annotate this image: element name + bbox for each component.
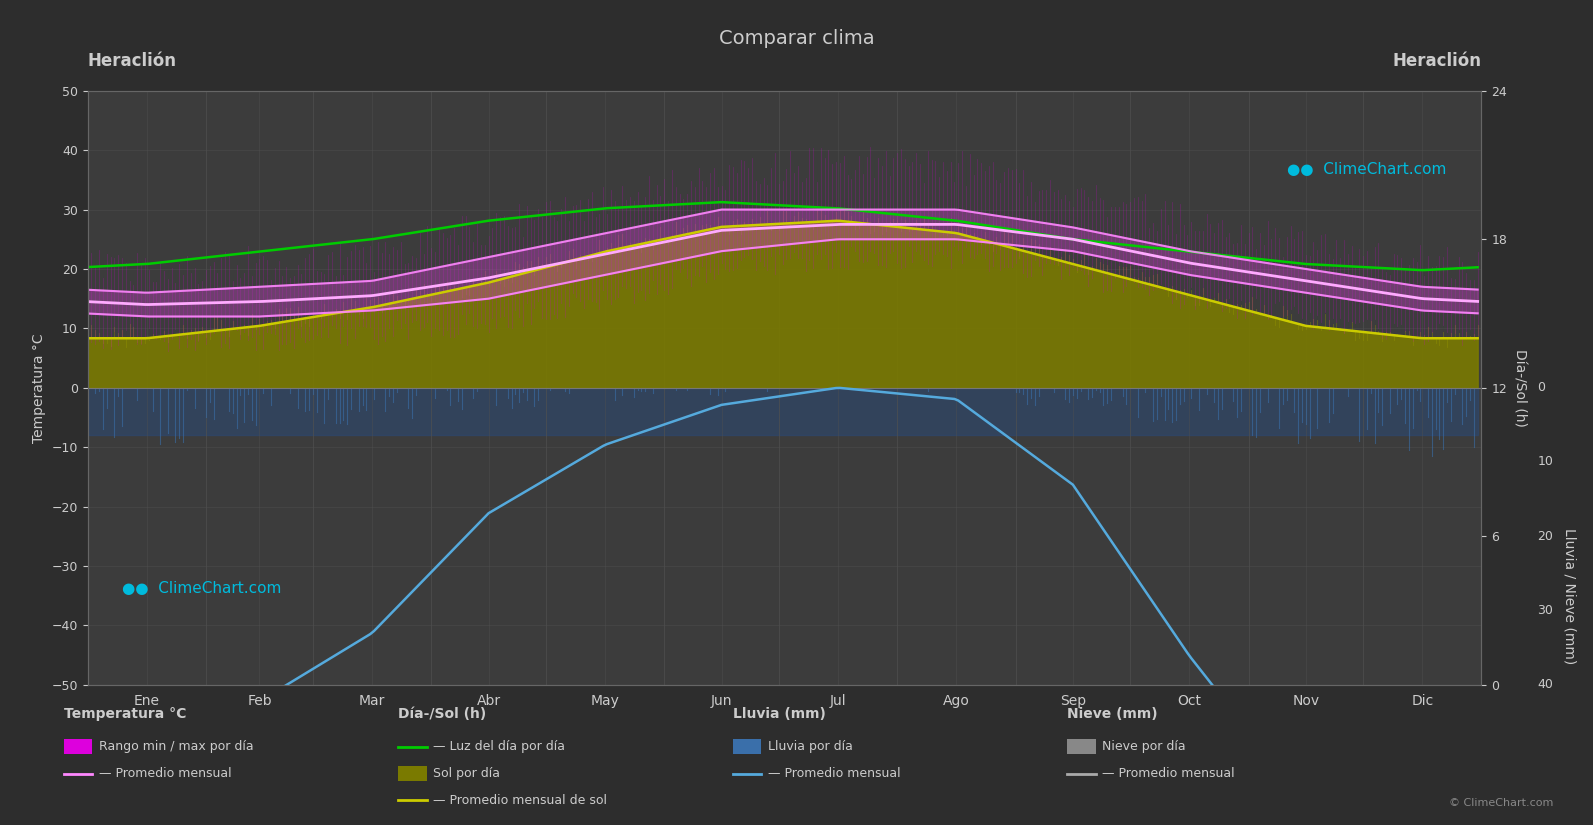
Text: Lluvia / Nieve (mm): Lluvia / Nieve (mm) bbox=[1563, 527, 1575, 664]
Text: 40: 40 bbox=[1537, 678, 1553, 691]
Text: Día-/Sol (h): Día-/Sol (h) bbox=[398, 707, 486, 721]
Text: — Luz del día por día: — Luz del día por día bbox=[433, 740, 566, 753]
Text: Nieve (mm): Nieve (mm) bbox=[1067, 707, 1158, 721]
Y-axis label: Día-/Sol (h): Día-/Sol (h) bbox=[1513, 349, 1526, 427]
Text: Lluvia (mm): Lluvia (mm) bbox=[733, 707, 825, 721]
Text: 20: 20 bbox=[1537, 530, 1553, 543]
Text: Sol por día: Sol por día bbox=[433, 767, 500, 780]
Text: 10: 10 bbox=[1537, 455, 1553, 469]
Text: Nieve por día: Nieve por día bbox=[1102, 740, 1185, 753]
Text: Heraclión: Heraclión bbox=[1392, 52, 1481, 70]
Text: Rango min / max por día: Rango min / max por día bbox=[99, 740, 253, 753]
Text: Heraclión: Heraclión bbox=[88, 52, 177, 70]
Text: Temperatura °C: Temperatura °C bbox=[64, 707, 186, 721]
Text: ●●  ClimeChart.com: ●● ClimeChart.com bbox=[1287, 162, 1446, 177]
Text: ●●  ClimeChart.com: ●● ClimeChart.com bbox=[123, 581, 282, 596]
Text: — Promedio mensual: — Promedio mensual bbox=[99, 767, 231, 780]
Y-axis label: Temperatura °C: Temperatura °C bbox=[32, 333, 46, 442]
Text: — Promedio mensual de sol: — Promedio mensual de sol bbox=[433, 794, 607, 807]
Text: Lluvia por día: Lluvia por día bbox=[768, 740, 852, 753]
Text: © ClimeChart.com: © ClimeChart.com bbox=[1448, 799, 1553, 808]
Text: — Promedio mensual: — Promedio mensual bbox=[768, 767, 900, 780]
Text: Comparar clima: Comparar clima bbox=[718, 29, 875, 48]
Text: 0: 0 bbox=[1537, 381, 1545, 394]
Text: — Promedio mensual: — Promedio mensual bbox=[1102, 767, 1235, 780]
Text: 30: 30 bbox=[1537, 604, 1553, 617]
